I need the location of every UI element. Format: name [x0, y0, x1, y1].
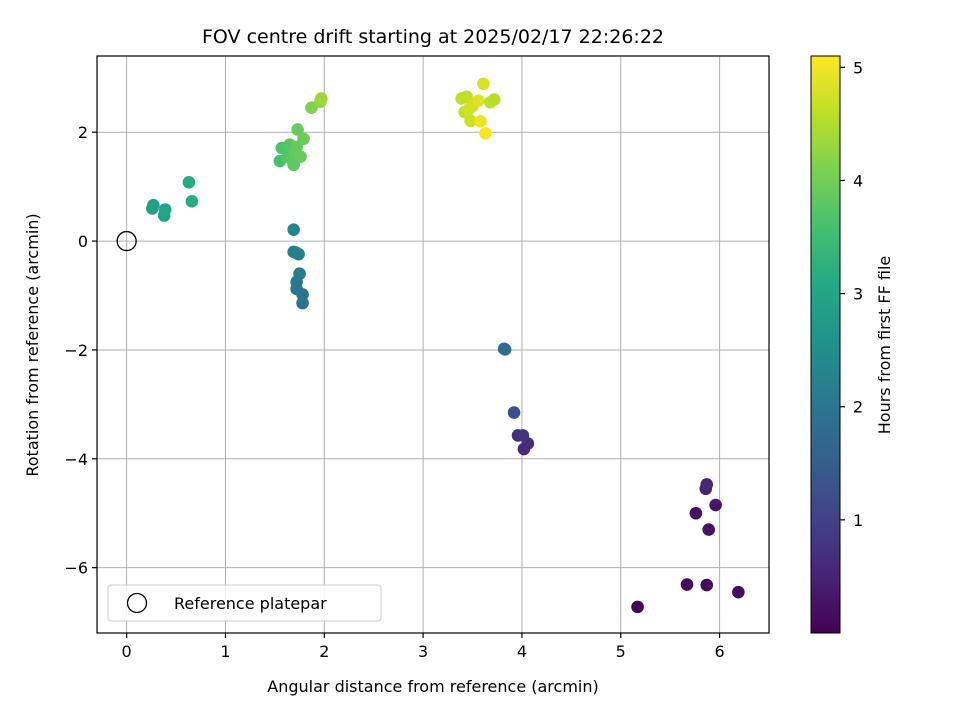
axis-ticks: 0 1 2 3 4 5 6 −6 −4 −2 0 2 [64, 123, 724, 661]
reference-point-marker [116, 230, 137, 252]
chart-title: FOV centre drift starting at 2025/02/17 … [202, 26, 664, 48]
legend: Reference platepar [107, 584, 382, 622]
data-point [460, 90, 473, 104]
data-point [487, 93, 501, 106]
data-point [296, 296, 309, 310]
data-point [293, 267, 306, 281]
x-tick-label: 0 [122, 642, 132, 661]
x-axis-label: Angular distance from reference (arcmin) [267, 677, 598, 696]
plot-frame [96, 55, 770, 634]
colorbar: 1 2 3 4 5 Hours from first FF file [810, 55, 894, 634]
data-point [732, 585, 745, 599]
x-tick-label: 2 [319, 642, 329, 661]
data-point [477, 77, 490, 91]
data-point [147, 198, 160, 212]
colorbar-tick-label: 3 [853, 285, 863, 304]
colorbar-ticks: 1 2 3 4 5 [840, 58, 863, 530]
y-tick-label: −2 [64, 341, 88, 360]
data-point [158, 203, 172, 216]
colorbar-tick-label: 4 [853, 171, 863, 190]
data-point [464, 114, 477, 128]
data-point [462, 103, 475, 116]
data-point [700, 478, 714, 491]
data-point [294, 150, 307, 164]
data-point [289, 246, 302, 259]
data-point [702, 523, 716, 536]
y-tick-label: 2 [78, 123, 88, 142]
y-tick-label: −6 [64, 559, 88, 578]
data-point [291, 123, 304, 136]
colorbar-tick-label: 1 [853, 511, 863, 530]
colorbar-gradient [810, 55, 841, 634]
data-point [472, 94, 485, 107]
data-point [498, 343, 512, 356]
data-point [507, 406, 521, 419]
data-point [474, 115, 487, 128]
x-tick-label: 5 [616, 642, 626, 661]
data-point [315, 92, 328, 105]
data-point [182, 175, 196, 189]
colorbar-tick-label: 2 [853, 398, 863, 417]
y-axis-label: Rotation from reference (arcmin) [23, 213, 42, 476]
data-point [631, 600, 644, 614]
x-tick-label: 1 [220, 642, 230, 661]
legend-box [107, 584, 382, 622]
x-tick-label: 3 [418, 642, 428, 661]
data-point [287, 223, 300, 236]
legend-label-reference: Reference platepar [174, 594, 327, 613]
data-point [479, 126, 492, 140]
y-tick-label: −4 [64, 450, 88, 469]
x-tick-label: 6 [714, 642, 724, 661]
data-points [116, 77, 745, 614]
data-point [516, 429, 530, 442]
data-point [680, 578, 694, 591]
colorbar-tick-label: 5 [853, 58, 863, 77]
x-tick-label: 4 [517, 642, 527, 661]
grid [97, 56, 769, 633]
data-point [689, 506, 703, 520]
data-point [185, 195, 199, 208]
legend-marker-reference [126, 592, 148, 614]
data-point [305, 101, 318, 115]
data-point [700, 578, 714, 592]
y-tick-label: 0 [78, 232, 88, 251]
data-point [709, 498, 722, 512]
colorbar-label: Hours from first FF file [875, 256, 894, 435]
data-point [297, 132, 310, 146]
